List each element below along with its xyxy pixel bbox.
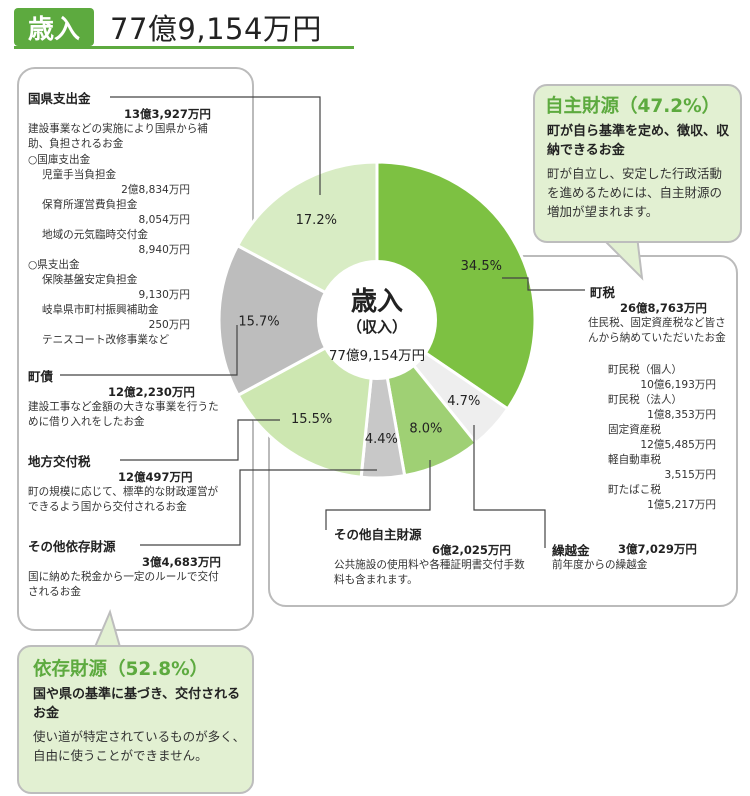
leader-kokuken (110, 96, 321, 195)
sonota-izon-amount: 3億4,683万円 (142, 555, 221, 569)
kokuken-label: 国県支出金 (28, 91, 91, 106)
leader-chosai (60, 325, 238, 376)
sonota-izon-desc: 国に納めた税金から一定のルールで交付されるお金 (28, 571, 219, 598)
sonota-jishu-desc: 公共施設の使用料や各種証明書交付手数料も含まれます。 (334, 559, 525, 586)
header-badge: 歳入 (14, 8, 94, 46)
center-title: 歳入 (351, 287, 403, 317)
chozei-sub-item: 町たばこ税 (608, 484, 661, 496)
header-total: 77億9,154万円 (110, 12, 322, 46)
callout-dep-pointer (93, 609, 122, 648)
chozei-sub-amount: 1億8,353万円 (647, 409, 716, 421)
center-total: 77億9,154万円 (329, 348, 425, 364)
chihou-desc: 町の規模に応じて、標準的な財政運営ができるよう国から交付されるお金 (28, 486, 219, 513)
callout-independent-title: 自主財源（47.2%） (545, 96, 721, 117)
kokuken-kuni-amount: 8,940万円 (138, 244, 190, 256)
kokuken-amount: 13億3,927万円 (124, 107, 211, 121)
chihou-label: 地方交付税 (28, 454, 91, 469)
callout-dependent-body: 使い道が特定されているものが多く、自由に使うことができません。 (33, 729, 246, 763)
kokuken-kuni-item: 保育所運営費負担金 (42, 199, 138, 211)
kokuken-kuni-heading: ○国庫支出金 (28, 154, 91, 166)
callout-independent-bold: 町が自ら基準を定め、徴収、収納できるお金 (547, 124, 730, 158)
sonota-izon-label: その他依存財源 (28, 539, 116, 554)
pie-center-disk (317, 260, 437, 380)
header-rule (14, 46, 354, 49)
kurikoshi-label: 繰越金 (552, 543, 590, 558)
chozei-sub-item: 町民税（法人） (608, 394, 683, 406)
chozei-sub-item: 町民税（個人） (608, 364, 683, 376)
chosai-label: 町債 (28, 369, 54, 384)
leader-sonota-jishu (325, 460, 431, 530)
kokuken-kuni-item: 地域の元気臨時交付金 (42, 229, 148, 241)
kokuken-kuni-amount: 8,054万円 (138, 214, 190, 226)
leader-chihou (120, 419, 280, 461)
kokuken-ken-amount: 250万円 (148, 319, 190, 331)
chosai-desc: 建設工事など金額の大きな事業を行うために借り入れをしたお金 (28, 401, 219, 428)
pie-slice-label-4: 15.5% (291, 412, 332, 427)
callout-dependent: 依存財源（52.8%） 国や県の基準に基づき、交付されるお金 使い道が特定されて… (17, 645, 254, 794)
callout-independent-body: 町が自立し、安定した行政活動を進めるためには、自主財源の増加が望まれます。 (547, 166, 723, 219)
chozei-sub-amount: 1億5,217万円 (647, 499, 716, 511)
pie-slice-0 (375, 160, 537, 411)
pie-slice-label-3: 4.4% (365, 432, 398, 447)
kokuken-kuni-item: 児童手当負担金 (42, 169, 117, 181)
kokuken-ken-heading: ○県支出金 (28, 259, 80, 271)
kokuken-ken-item: 保険基盤安定負担金 (42, 274, 138, 286)
kurikoshi-amount: 3億7,029万円 (618, 542, 697, 556)
pie-slice-label-5: 15.7% (238, 314, 279, 329)
chozei-amount: 26億8,763万円 (620, 301, 707, 315)
kokuken-ken-item: 岐阜県市町村振興補助金 (42, 304, 159, 316)
kokuken-ken-amount: 9,130万円 (138, 289, 190, 301)
leader-chozei (502, 277, 585, 291)
pie-slice-label-6: 17.2% (296, 213, 337, 228)
callout-dependent-bold: 国や県の基準に基づき、交付されるお金 (33, 687, 241, 721)
pie-slice-label-2: 8.0% (409, 421, 442, 436)
pie-slice-label-0: 34.5% (461, 259, 502, 274)
kokuken-ken-extra: テニスコート改修事業など (42, 334, 170, 346)
chozei-sub-item: 軽自動車税 (608, 454, 661, 466)
pie-slice-label-1: 4.7% (447, 394, 480, 409)
chozei-label: 町税 (590, 285, 616, 300)
leader-kurikoshi (473, 425, 546, 548)
sonota-jishu-label: その他自主財源 (334, 527, 422, 542)
chozei-sub-item: 固定資産税 (608, 424, 661, 436)
chozei-sub-amount: 3,515万円 (664, 469, 716, 481)
kokuken-kuni-amount: 2億8,834万円 (121, 184, 190, 196)
sonota-jishu-amount: 6億2,025万円 (432, 543, 511, 557)
kokuken-desc: 建設事業などの実施により国県から補助、負担されるお金 (28, 123, 208, 150)
chozei-sub-amount: 12億5,485万円 (640, 439, 716, 451)
kurikoshi-desc: 前年度からの繰越金 (552, 559, 648, 571)
dependent-revenue-panel (17, 67, 254, 631)
chozei-sub-amount: 10億6,193万円 (640, 379, 716, 391)
callout-dependent-title: 依存財源（52.8%） (33, 659, 209, 680)
pie-slice-5 (217, 243, 381, 398)
leader-sonota-izon (140, 469, 377, 546)
callout-independent: 自主財源（47.2%） 町が自ら基準を定め、徴収、収納できるお金 町が自立し、安… (533, 84, 742, 243)
chozei-desc: 住民税、固定資産税など皆さんから納めていただいたお金 (588, 317, 726, 344)
center-subtitle: （収入） (347, 318, 407, 336)
chihou-amount: 12億497万円 (118, 470, 193, 484)
chosai-amount: 12億2,230万円 (108, 385, 195, 399)
